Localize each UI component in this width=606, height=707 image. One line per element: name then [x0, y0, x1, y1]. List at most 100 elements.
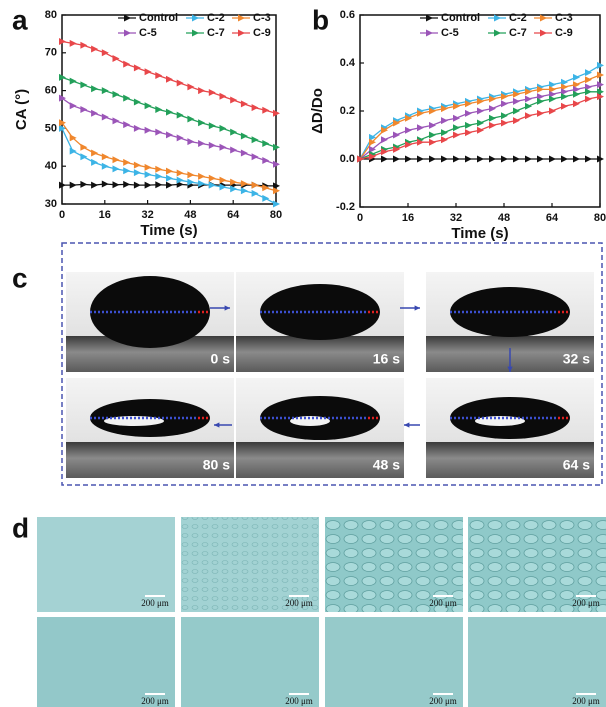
data-point: [417, 109, 424, 117]
data-point: [501, 119, 508, 127]
y-tick-label: 30: [45, 198, 57, 210]
data-point: [537, 109, 544, 117]
data-point: [501, 100, 508, 108]
data-point: [187, 178, 195, 186]
data-point: [219, 143, 227, 151]
data-point: [133, 169, 141, 177]
data-point: [133, 161, 141, 169]
data-point: [133, 181, 141, 189]
data-point: [198, 180, 206, 188]
data-point: [585, 69, 592, 77]
data-point: [405, 155, 412, 163]
data-point: [59, 124, 66, 132]
data-point: [80, 106, 88, 113]
data-point: [369, 145, 376, 153]
data-point: [123, 167, 131, 175]
time-label: 80 s: [203, 457, 230, 473]
data-point: [80, 143, 88, 151]
x-tick-label: 80: [270, 209, 282, 221]
data-point: [251, 189, 259, 197]
data-point: [251, 153, 259, 161]
data-point: [513, 107, 520, 115]
data-point: [369, 153, 376, 161]
legend-label: C-2: [509, 12, 527, 24]
arrow-head: [404, 422, 410, 428]
data-point: [101, 113, 109, 121]
data-point: [112, 90, 120, 98]
data-point: [369, 133, 376, 141]
x-tick-label: 48: [498, 212, 510, 224]
data-point: [429, 107, 436, 115]
data-point: [69, 102, 77, 110]
data-point: [561, 155, 568, 163]
data-point: [219, 92, 227, 100]
micrograph: [37, 617, 175, 707]
data-point: [69, 77, 77, 85]
data-point: [69, 134, 77, 142]
data-point: [230, 96, 238, 104]
data-point: [597, 93, 604, 101]
data-point: [59, 119, 66, 127]
data-point: [166, 174, 173, 182]
legend-label: C-5: [441, 27, 459, 39]
data-point: [453, 124, 460, 132]
data-point: [477, 155, 484, 163]
micrograph: [325, 617, 463, 707]
data-point: [597, 71, 604, 79]
legend-label: C-7: [509, 27, 527, 39]
data-point: [240, 100, 248, 108]
data-point: [489, 114, 496, 122]
data-point: [525, 155, 532, 163]
data-point: [465, 155, 472, 163]
panel-label: d: [12, 512, 29, 543]
data-point: [273, 182, 280, 190]
scale-label: 200 μm: [429, 598, 457, 608]
data-point: [155, 106, 163, 113]
data-point: [549, 95, 556, 103]
data-point: [405, 114, 412, 122]
data-point: [273, 200, 280, 208]
data-point: [262, 157, 270, 165]
substrate: [66, 442, 234, 478]
data-point: [176, 79, 184, 87]
data-point: [187, 171, 195, 179]
scale-label: 200 μm: [141, 598, 169, 608]
data-point: [273, 187, 280, 195]
data-point: [101, 153, 109, 161]
x-tick-label: 16: [402, 212, 414, 224]
data-point: [513, 155, 520, 163]
data-point: [155, 165, 163, 173]
legend-marker: [192, 29, 199, 37]
legend-label: C-3: [555, 12, 573, 24]
data-point: [176, 111, 184, 119]
data-point: [91, 45, 99, 53]
data-point: [166, 181, 173, 189]
data-point: [381, 126, 388, 134]
data-point: [101, 49, 109, 57]
data-point: [393, 131, 400, 139]
legend-label: C-7: [207, 27, 225, 39]
data-point: [465, 109, 472, 117]
data-point: [187, 138, 195, 146]
scale-label: 200 μm: [572, 696, 600, 706]
arrow-head: [507, 366, 513, 372]
data-point: [133, 124, 141, 132]
data-point: [240, 132, 248, 140]
data-point: [585, 155, 592, 163]
y-tick-label: 50: [45, 122, 57, 134]
legend-marker: [426, 14, 433, 22]
y-tick-label: -0.2: [336, 201, 355, 213]
data-point: [101, 180, 109, 188]
data-point: [144, 102, 152, 110]
time-label: 0 s: [211, 351, 231, 367]
data-point: [101, 162, 109, 170]
data-point: [549, 81, 556, 89]
data-point: [133, 64, 141, 72]
x-axis-label: Time (s): [451, 225, 508, 242]
data-point: [112, 165, 120, 173]
data-point: [429, 131, 436, 139]
scale-label: 200 μm: [572, 598, 600, 608]
data-point: [176, 176, 184, 184]
data-point: [240, 187, 248, 195]
